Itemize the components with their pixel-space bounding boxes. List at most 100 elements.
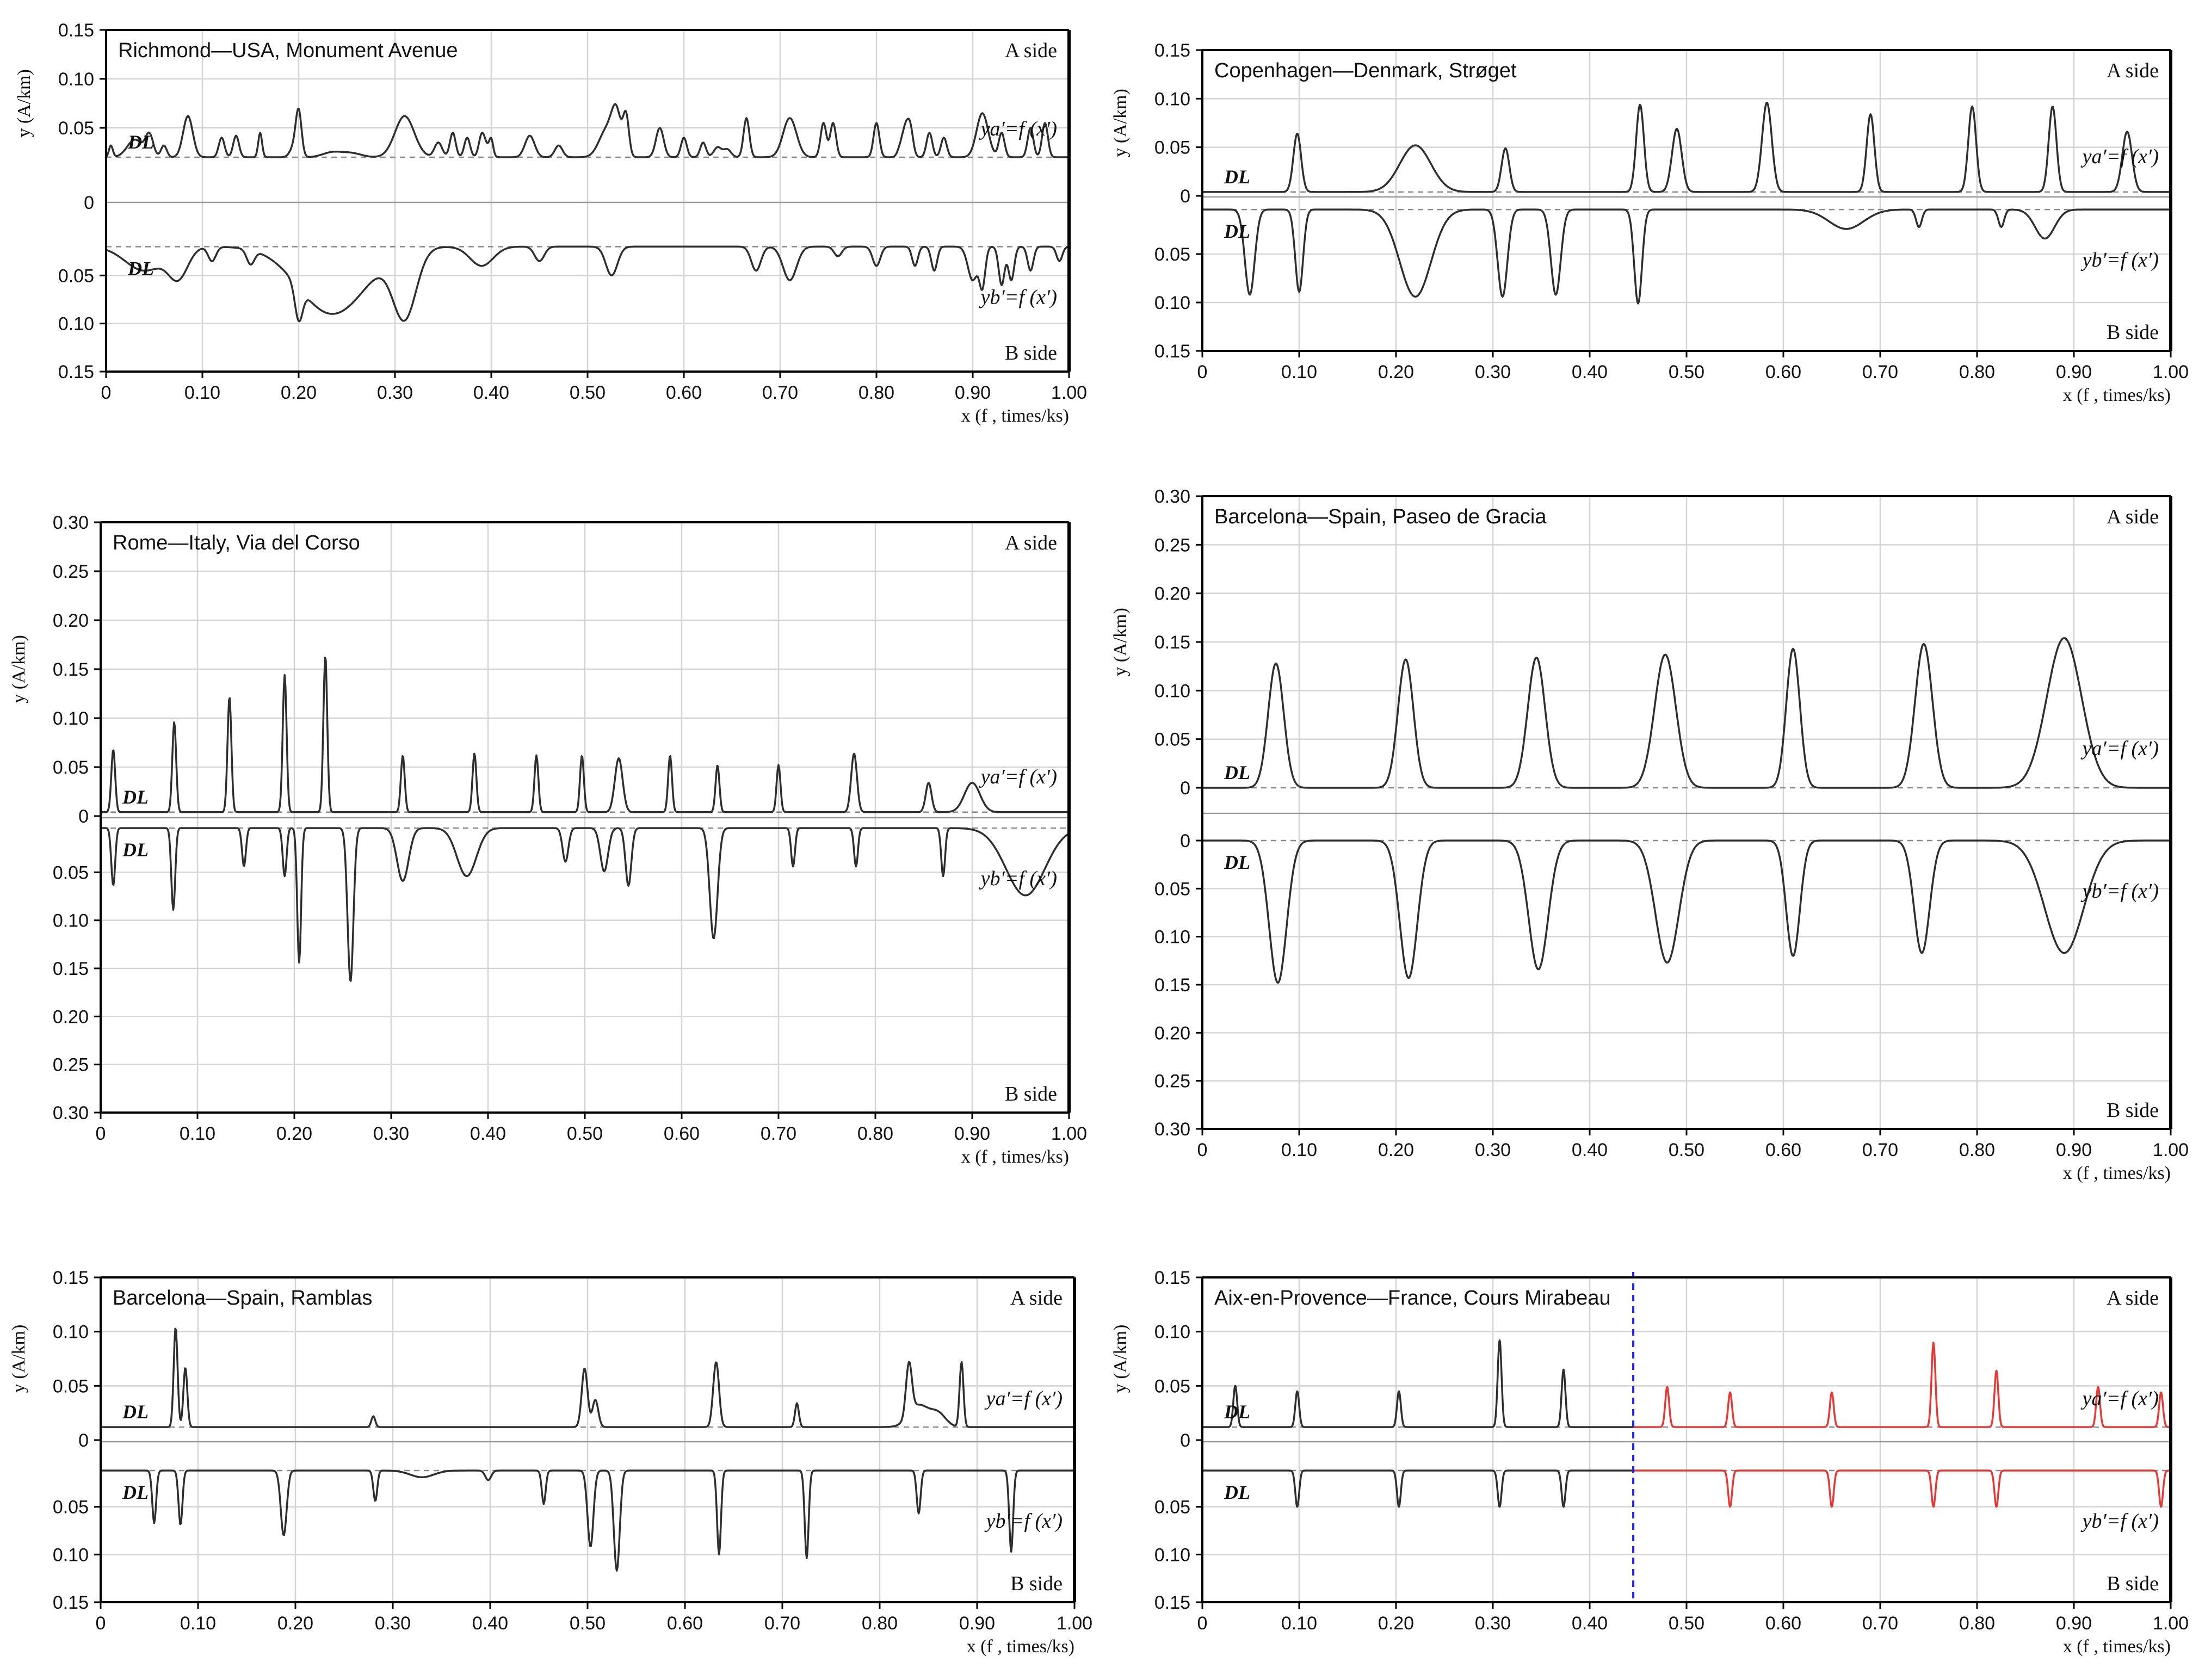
y-tick-label: 0.05 <box>1154 730 1190 750</box>
x-tick-label: 1.00 <box>1057 1613 1092 1634</box>
series-a-side-curve <box>1633 1342 2171 1428</box>
y-tick-label: 0.15 <box>1154 632 1190 653</box>
chart-rome: 0 0.10 0.20 0.30 0.40 0.50 0.60 0.70 0.80 0.90 1.0… <box>9 512 1087 1167</box>
x-tick-label: 0.70 <box>1862 1613 1898 1634</box>
x-tick-label: 0.30 <box>1475 362 1511 382</box>
y-tick-label: 0.05 <box>1154 244 1190 265</box>
y-tick-label: 0.10 <box>1154 927 1190 948</box>
x-tick-label: 0.90 <box>2056 362 2092 382</box>
x-tick-label: 1.00 <box>1051 382 1087 403</box>
x-tick-label: 0 <box>1197 1613 1208 1634</box>
y-tick-label: 0.30 <box>53 1103 89 1123</box>
y-tick-label: 0.05 <box>58 265 94 286</box>
y-tick-label: 0.20 <box>53 610 89 631</box>
series-a-side-curve <box>1202 102 2171 193</box>
series-b-side-curve <box>100 1469 1075 1572</box>
dl-label-a: DL <box>122 786 149 808</box>
chart-title: Barcelona—Spain, Paseo de Gracia <box>1214 505 1547 528</box>
y-tick-label: 0 <box>78 806 89 827</box>
y-tick-label: 0.10 <box>53 708 89 729</box>
x-tick-label: 0 <box>101 382 112 403</box>
series-a-side-curve <box>100 657 1070 813</box>
y-tick-label-zero: 0 <box>84 193 94 213</box>
x-tick-label: 0.90 <box>2056 1140 2092 1160</box>
series-a-side-curve <box>105 103 1070 158</box>
ya-equation-label: ya′=f (x′) <box>984 1387 1063 1410</box>
series-b-side-curve <box>1633 1469 2171 1508</box>
x-tick-label: 0.20 <box>281 382 317 403</box>
y-tick-label: 0.10 <box>1154 89 1190 109</box>
x-tick-label: 0.70 <box>1862 362 1898 382</box>
b-side-label: B side <box>1005 1083 1057 1105</box>
x-axis-title: x (f , times/ks) <box>2063 1636 2171 1657</box>
a-side-label: A side <box>1005 39 1057 62</box>
x-tick-label: 0.20 <box>1378 362 1414 382</box>
y-tick-label: 0.15 <box>53 959 89 979</box>
y-tick-label: 0.15 <box>1154 341 1190 362</box>
a-side-label: A side <box>2107 1287 2159 1310</box>
y-tick-label: 0.15 <box>58 20 94 41</box>
x-tick-label: 0.50 <box>1669 1613 1704 1634</box>
chart-title: Barcelona—Spain, Ramblas <box>113 1287 372 1310</box>
series-a-side-curve <box>1202 637 2171 789</box>
dl-label-a: DL <box>1224 166 1250 188</box>
a-side-label: A side <box>2107 59 2159 82</box>
chart-barcelona-ramblas: 0 0.10 0.20 0.30 0.40 0.50 0.60 0.70 0.80 0.90 1.0… <box>9 1268 1092 1657</box>
y-axis-title: y (A/km) <box>9 635 29 703</box>
y-tick-label: 0 <box>1180 778 1190 799</box>
x-tick-label: 0 <box>1197 362 1208 382</box>
y-tick-label: 0.10 <box>1154 1322 1190 1343</box>
chart-copenhagen: 0 0.10 0.20 0.30 0.40 0.50 0.60 0.70 0.80 0.90 1.0… <box>1110 40 2189 405</box>
y-tick-label: 0.10 <box>58 69 94 90</box>
b-side-label: B side <box>2107 1572 2159 1595</box>
x-tick-label: 0.20 <box>1378 1613 1414 1634</box>
dl-label-b: DL <box>127 257 154 279</box>
y-tick-label: 0.15 <box>53 1592 89 1613</box>
a-side-label: A side <box>1010 1287 1063 1310</box>
x-tick-label: 0.60 <box>1765 1613 1801 1634</box>
a-side-label: A side <box>2107 505 2159 528</box>
chart-richmond: 0 0.10 0.20 0.30 0.40 0.50 0.60 0.70 0.80 0.90 1.0… <box>14 20 1087 426</box>
x-axis-title: x (f , times/ks) <box>961 406 1069 426</box>
y-tick-label: 0.15 <box>53 659 89 680</box>
chart-title: Copenhagen—Denmark, Strøget <box>1214 59 1517 82</box>
x-tick-label: 0.40 <box>1572 362 1608 382</box>
ya-equation-label: ya′=f (x′) <box>2080 737 2159 760</box>
y-tick-label: 0.15 <box>1154 1268 1190 1288</box>
x-tick-label: 0.60 <box>667 1613 703 1634</box>
x-tick-label: 1.00 <box>2153 1140 2189 1160</box>
x-tick-label: 0.80 <box>1959 1140 1995 1160</box>
y-tick-label: 0.25 <box>1154 535 1190 555</box>
x-tick-label: 0.30 <box>1475 1140 1511 1160</box>
y-tick-label: 0.20 <box>1154 584 1190 604</box>
ya-equation-label: ya′=f (x′) <box>979 118 1057 140</box>
y-tick-label: 0.15 <box>58 362 94 382</box>
x-tick-label: 0.20 <box>276 1123 312 1144</box>
b-side-label: B side <box>2107 321 2159 344</box>
x-tick-label: 1.00 <box>2153 1613 2189 1634</box>
x-tick-label: 0.90 <box>955 382 991 403</box>
y-tick-label: 0 <box>1180 1430 1190 1451</box>
chart-title: Aix-en-Provence—France, Cours Mirabeau <box>1214 1287 1611 1310</box>
x-tick-label: 0.70 <box>764 1613 800 1634</box>
yb-equation-label: yb′=f (x′) <box>2080 1510 2159 1533</box>
y-tick-label: 0.15 <box>1154 40 1190 61</box>
x-tick-label: 0.50 <box>570 382 606 403</box>
x-tick-label: 0.70 <box>761 1123 796 1144</box>
ya-equation-label: ya′=f (x′) <box>979 765 1057 788</box>
dl-label-b: DL <box>1224 220 1250 242</box>
series-a-side-curve <box>1201 1339 1634 1428</box>
y-tick-label: 0.10 <box>1154 293 1190 313</box>
y-axis-title: y (A/km) <box>1110 1325 1131 1393</box>
x-tick-label: 0.10 <box>1281 1613 1317 1634</box>
series-b-side-curve <box>100 827 1070 982</box>
x-tick-label: 0.30 <box>377 382 413 403</box>
x-tick-label: 0.40 <box>1572 1613 1608 1634</box>
y-tick-label: 0.25 <box>1154 1071 1190 1092</box>
x-tick-label: 0.80 <box>862 1613 898 1634</box>
series-b-side-curve <box>106 245 1070 323</box>
x-tick-label: 0.80 <box>1959 362 1995 382</box>
y-tick-label: 0 <box>1180 831 1190 851</box>
y-tick-label: 0.15 <box>1154 975 1190 996</box>
dl-label-b: DL <box>122 839 149 861</box>
